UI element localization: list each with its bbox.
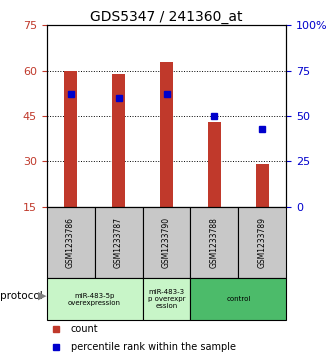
Bar: [47, 207, 95, 278]
Bar: [190, 278, 286, 320]
Text: GSM1233787: GSM1233787: [114, 217, 123, 268]
Text: GSM1233786: GSM1233786: [66, 217, 75, 268]
Bar: [143, 207, 190, 278]
Text: GSM1233788: GSM1233788: [210, 217, 219, 268]
Text: protocol: protocol: [0, 291, 43, 301]
Text: GSM1233789: GSM1233789: [258, 217, 267, 268]
Text: count: count: [71, 324, 98, 334]
Text: control: control: [226, 296, 251, 302]
Bar: [160, 62, 173, 207]
Bar: [64, 71, 77, 207]
Text: ▶: ▶: [38, 291, 47, 301]
Title: GDS5347 / 241360_at: GDS5347 / 241360_at: [90, 11, 243, 24]
Bar: [238, 207, 286, 278]
Text: GSM1233790: GSM1233790: [162, 217, 171, 268]
Bar: [256, 164, 269, 207]
Bar: [112, 74, 125, 207]
Bar: [95, 207, 143, 278]
Bar: [47, 278, 143, 320]
Text: miR-483-5p
overexpression: miR-483-5p overexpression: [68, 293, 121, 306]
Bar: [208, 122, 221, 207]
Text: miR-483-3
p overexpr
ession: miR-483-3 p overexpr ession: [148, 289, 185, 309]
Bar: [143, 278, 190, 320]
Bar: [190, 207, 238, 278]
Text: percentile rank within the sample: percentile rank within the sample: [71, 342, 235, 352]
